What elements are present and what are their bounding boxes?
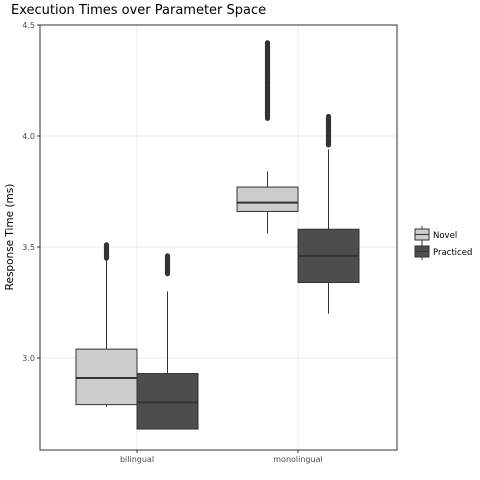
x-tick-label: bilingual [120,455,154,464]
box-novel-bilingual [75,242,138,407]
y-tick-label: 4.5 [22,21,35,30]
box-practiced-monolingual [297,113,360,314]
y-tick-label: 4.0 [22,132,35,141]
axis-layer: 3.0 3.5 4.0 4.5 bilingual monolingual [22,21,322,464]
box-novel-monolingual [236,40,299,234]
y-tick-label: 3.5 [22,243,35,252]
box-iqr [75,348,138,406]
y-tick-label: 3.0 [22,354,35,363]
box-iqr [136,373,199,430]
chart-title: Execution Times over Parameter Space [11,3,266,18]
outlier-point [325,113,332,120]
box-layer [75,40,360,430]
legend: Novel Practiced [414,226,472,260]
outlier-point [103,242,110,248]
plot-panel-border [39,24,398,451]
box-practiced-bilingual [136,253,199,430]
box-iqr [236,186,299,212]
y-axis-label: Response Time (ms) [4,184,16,291]
outlier-point [164,253,171,259]
x-tick-label: monolingual [273,455,322,464]
outlier-point [264,40,271,46]
legend-label-novel: Novel [433,231,457,241]
legend-label-practiced: Practiced [433,248,472,258]
